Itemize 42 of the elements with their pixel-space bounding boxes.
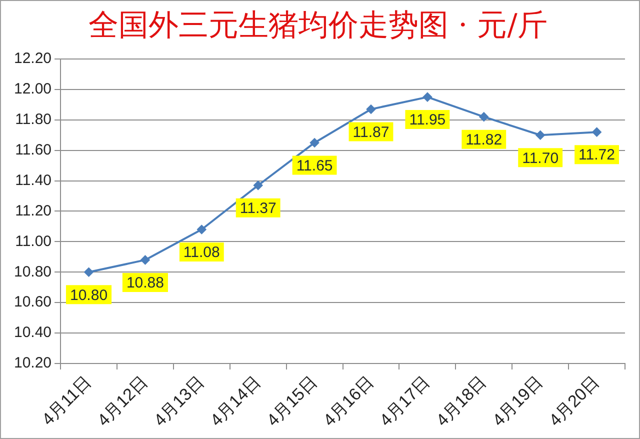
x-tick-label: 4月16日 — [320, 372, 378, 430]
x-tick-label: 4月20日 — [545, 372, 603, 430]
chart-title: 全国外三元生猪均价走势图 · 元/斤 — [88, 8, 548, 43]
data-label: 11.95 — [409, 112, 446, 129]
point — [84, 268, 94, 277]
point — [310, 138, 320, 148]
y-tick-label: 10.40 — [14, 324, 52, 342]
x-tick-label: 4月19日 — [488, 372, 546, 430]
data-label: 10.80 — [70, 286, 108, 304]
point — [366, 104, 376, 114]
x-tick-label: 4月18日 — [432, 372, 490, 430]
y-tick-label: 11.20 — [15, 202, 52, 220]
data-label: 11.65 — [296, 157, 333, 174]
y-tick-label: 11.60 — [15, 141, 52, 158]
y-tick-label: 11.40 — [15, 172, 52, 189]
y-tick-label: 11.00 — [15, 232, 52, 250]
data-label: 11.37 — [240, 200, 276, 217]
point — [592, 128, 602, 137]
x-tick-label: 4月17日 — [376, 372, 434, 430]
data-label: 10.88 — [126, 274, 164, 292]
y-tick-label: 10.80 — [14, 263, 52, 280]
x-tick-label: 4月13日 — [150, 372, 208, 430]
x-tick-label: 4月11日 — [38, 372, 95, 430]
y-tick-label: 12.20 — [14, 50, 52, 68]
data-label: 11.87 — [352, 124, 390, 141]
data-label: 11.08 — [183, 244, 220, 262]
x-tick-label: 4月12日 — [94, 372, 152, 430]
point — [479, 112, 488, 122]
point — [536, 130, 545, 140]
y-tick-label: 10.60 — [14, 294, 52, 311]
y-tick-label: 12.00 — [14, 80, 52, 98]
point — [422, 92, 432, 102]
x-tick-label: 4月14日 — [206, 372, 264, 430]
data-label: 11.72 — [578, 146, 615, 164]
x-tick-label: 4月15日 — [263, 372, 321, 430]
point — [197, 225, 206, 234]
point — [254, 180, 263, 190]
data-label: 11.82 — [466, 131, 502, 148]
y-tick-label: 11.80 — [15, 111, 52, 128]
point — [140, 255, 150, 264]
data-label: 11.70 — [522, 150, 559, 167]
y-tick-label: 10.20 — [14, 354, 52, 372]
